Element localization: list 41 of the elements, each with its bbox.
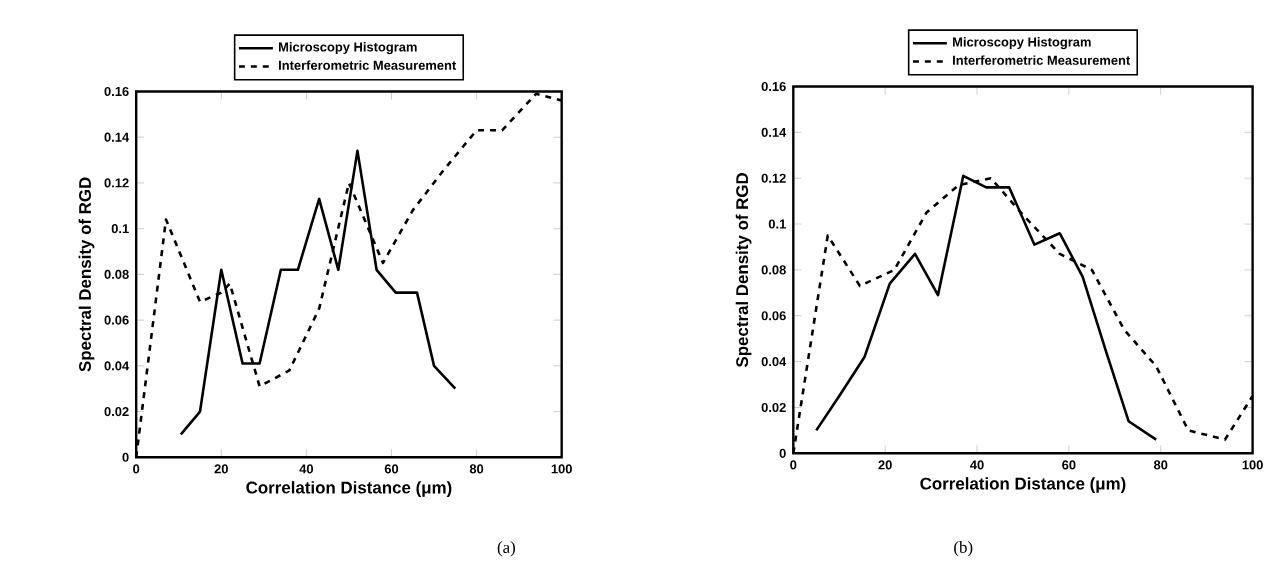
text: (a) <box>497 541 516 557</box>
x-tick-label: 100 <box>1242 460 1263 470</box>
y-axis-title: Spectral Density of RGD <box>735 173 752 368</box>
y-axis-title: Spectral Density of RGD <box>78 177 95 372</box>
y-tick-label: 0.04 <box>104 361 130 371</box>
y-tick-label: 0.16 <box>104 87 129 97</box>
legend-label: Interferometric Measurement <box>953 55 1131 66</box>
y-tick-label: 0 <box>779 448 786 459</box>
x-tick-label: 20 <box>878 460 892 470</box>
legend-label: Microscopy Histogram <box>279 42 417 55</box>
y-tick-label: 0.06 <box>761 311 786 321</box>
y-tick-label: 0.14 <box>104 132 130 142</box>
y-tick-label: 0.08 <box>761 265 786 275</box>
y-tick-label: 0.08 <box>104 270 129 280</box>
line-series <box>179 149 457 436</box>
text: (b) <box>954 541 973 557</box>
legend-label: Microscopy Histogram <box>953 37 1091 50</box>
x-axis-title: Correlation Distance (μm) <box>246 481 452 498</box>
y-tick-label: 0.04 <box>761 357 787 367</box>
y-tick-label: 0.06 <box>104 315 129 325</box>
legend-label: Interferometric Measurement <box>279 60 457 71</box>
x-tick-label: 20 <box>214 464 228 474</box>
x-axis-title: Correlation Distance (μm) <box>920 477 1126 494</box>
x-tick-label: 80 <box>469 464 484 474</box>
y-tick-label: 0.16 <box>761 82 786 92</box>
x-tick-label: 0 <box>133 464 140 474</box>
y-tick-label: 0.14 <box>761 128 787 138</box>
x-tick-label: 0 <box>790 460 797 470</box>
y-tick-label: 0.1 <box>768 219 786 229</box>
x-tick-label: 40 <box>299 464 314 474</box>
x-tick-label: 80 <box>1153 460 1168 470</box>
x-tick-label: 100 <box>551 464 572 474</box>
y-tick-label: 0.12 <box>104 178 129 188</box>
y-tick-label: 0.1 <box>111 224 129 234</box>
y-tick-label: 0.02 <box>761 403 786 413</box>
x-tick-label: 40 <box>970 460 984 470</box>
y-tick-label: 0.02 <box>104 407 129 417</box>
y-tick-label: 0.12 <box>761 173 786 183</box>
x-tick-label: 60 <box>1062 460 1076 470</box>
x-tick-label: 60 <box>384 464 399 474</box>
y-tick-label: 0 <box>122 452 129 463</box>
